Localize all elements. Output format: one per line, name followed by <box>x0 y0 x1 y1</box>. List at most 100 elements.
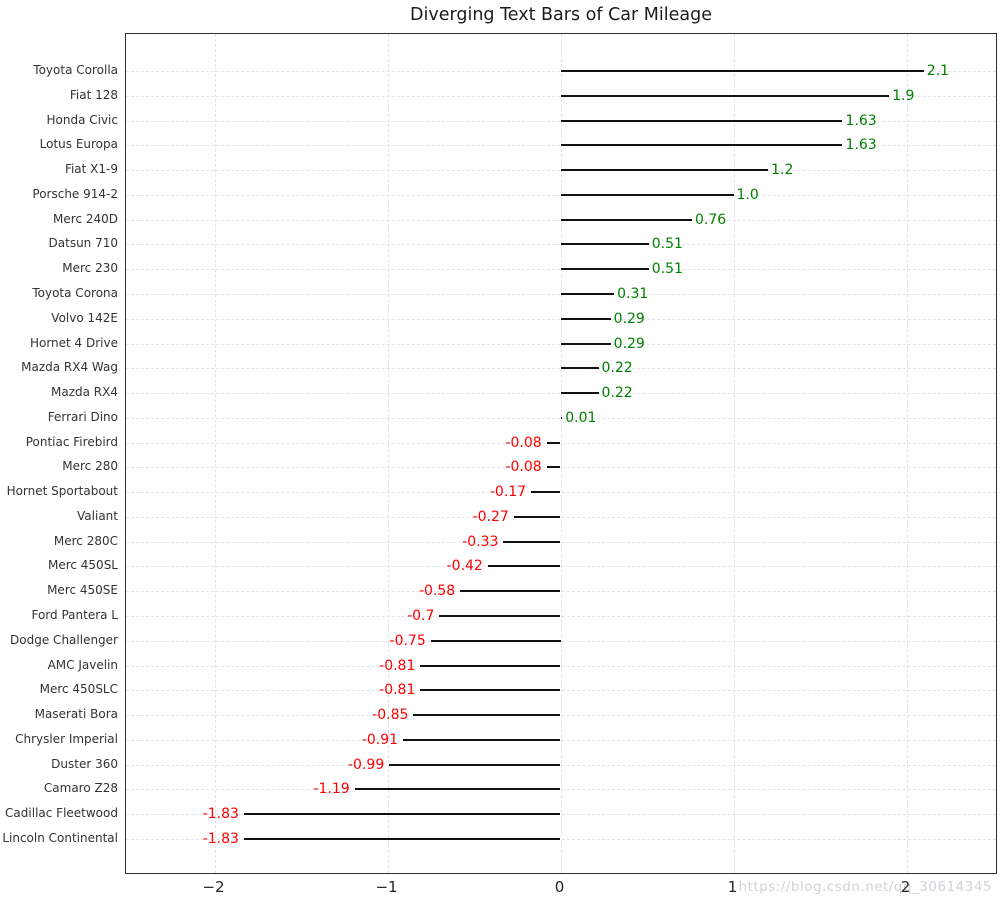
value-label: -0.81 <box>379 682 416 699</box>
value-label: -1.19 <box>313 781 350 798</box>
bar <box>546 466 561 469</box>
gridline-horizontal <box>126 739 996 741</box>
bar <box>560 119 843 122</box>
category-label: Fiat 128 <box>69 87 118 102</box>
bar <box>439 615 561 618</box>
x-tick-label: 2 <box>900 878 911 896</box>
category-label: Valiant <box>77 508 118 523</box>
bar <box>560 392 599 395</box>
bar <box>546 441 561 444</box>
bar <box>460 590 561 593</box>
value-label: -0.7 <box>407 608 435 625</box>
bar <box>560 243 649 246</box>
bar <box>560 169 769 172</box>
x-tick-label: −1 <box>375 878 398 896</box>
value-label: -0.75 <box>389 632 426 649</box>
gridline-horizontal <box>126 492 996 494</box>
value-label: -0.91 <box>361 731 399 748</box>
x-tick-label: 0 <box>554 878 565 896</box>
value-label: -0.85 <box>372 707 409 724</box>
value-label: 0.51 <box>651 261 683 278</box>
bar <box>354 788 561 791</box>
gridline-vertical <box>387 34 389 873</box>
value-label: -0.81 <box>379 657 416 674</box>
bar <box>243 837 561 840</box>
gridline-vertical <box>906 34 908 873</box>
category-label: Merc 240D <box>53 211 118 226</box>
value-label: -1.83 <box>202 806 239 823</box>
value-label: 0.29 <box>613 310 645 327</box>
gridline-horizontal <box>126 442 996 444</box>
value-label: -1.83 <box>202 830 239 847</box>
category-label: Mazda RX4 Wag <box>21 360 118 375</box>
gridline-horizontal <box>126 690 996 692</box>
value-label: -0.08 <box>505 459 542 476</box>
value-label: 0.51 <box>651 236 683 253</box>
bar <box>413 714 561 717</box>
category-label: Dodge Challenger <box>10 632 118 647</box>
bar <box>560 292 615 295</box>
bar <box>560 367 599 370</box>
value-label: 1.63 <box>845 112 877 129</box>
bar <box>420 664 561 667</box>
bar <box>560 268 649 271</box>
value-label: 0.22 <box>601 360 633 377</box>
gridline-horizontal <box>126 640 996 642</box>
value-label: -0.27 <box>472 508 509 525</box>
bar <box>531 491 561 494</box>
category-label: Merc 280 <box>62 459 118 474</box>
bar <box>243 813 561 816</box>
x-tick-label: −2 <box>202 878 225 896</box>
gridline-horizontal <box>126 541 996 543</box>
value-label: 2.1 <box>926 63 950 79</box>
bar <box>503 540 561 543</box>
category-label: Hornet Sportabout <box>6 484 118 499</box>
gridline-horizontal <box>126 838 996 840</box>
gridline-horizontal <box>126 516 996 518</box>
value-label: -0.99 <box>348 756 385 773</box>
bar <box>560 416 563 419</box>
category-label: Mazda RX4 <box>51 385 118 400</box>
bar <box>420 689 561 692</box>
bar <box>513 515 561 518</box>
bar <box>403 738 561 741</box>
gridline-horizontal <box>126 789 996 791</box>
gridline-vertical <box>214 34 216 873</box>
category-label: Toyota Corona <box>32 285 118 300</box>
watermark: https://blog.csdn.net/qq_30614345 <box>738 879 992 895</box>
plot-area: 2.1 1.9 1.63 1.63 1.2 1.0 0.76 0.51 0.51 0.31 0.29… <box>125 33 997 874</box>
category-label: Honda Civic <box>46 112 118 127</box>
bar <box>487 565 561 568</box>
category-label: Merc 450SL <box>47 558 118 573</box>
category-label: Volvo 142E <box>51 310 118 325</box>
category-label: Lincoln Continental <box>2 830 118 845</box>
bar <box>430 639 561 642</box>
bar <box>560 342 611 345</box>
category-label: Lotus Europa <box>39 137 118 152</box>
category-label: Fiat X1-9 <box>64 162 118 177</box>
gridline-horizontal <box>126 467 996 469</box>
value-label: 0.76 <box>694 211 727 228</box>
category-label: Cadillac Fleetwood <box>5 806 118 821</box>
bar <box>560 144 843 147</box>
category-label: Pontiac Firebird <box>25 434 118 449</box>
category-label: Toyota Corolla <box>33 63 118 77</box>
gridline-horizontal <box>126 814 996 816</box>
value-label: 1.2 <box>771 162 794 179</box>
bar <box>560 193 734 196</box>
gridline-horizontal <box>126 665 996 667</box>
gridline-vertical <box>733 34 735 873</box>
category-label: Datsun 710 <box>48 236 118 251</box>
value-label: -0.08 <box>505 434 542 451</box>
value-label: 1.0 <box>736 186 759 203</box>
x-tick-label: 1 <box>727 878 738 896</box>
category-label: Porsche 914-2 <box>32 186 118 201</box>
bar <box>560 94 890 97</box>
category-label: Ferrari Dino <box>47 409 118 424</box>
gridline-horizontal <box>126 566 996 568</box>
value-label: -0.17 <box>489 484 527 501</box>
value-label: 0.01 <box>565 409 597 426</box>
category-label: Ford Pantera L <box>31 608 118 623</box>
value-label: 0.22 <box>601 385 633 402</box>
